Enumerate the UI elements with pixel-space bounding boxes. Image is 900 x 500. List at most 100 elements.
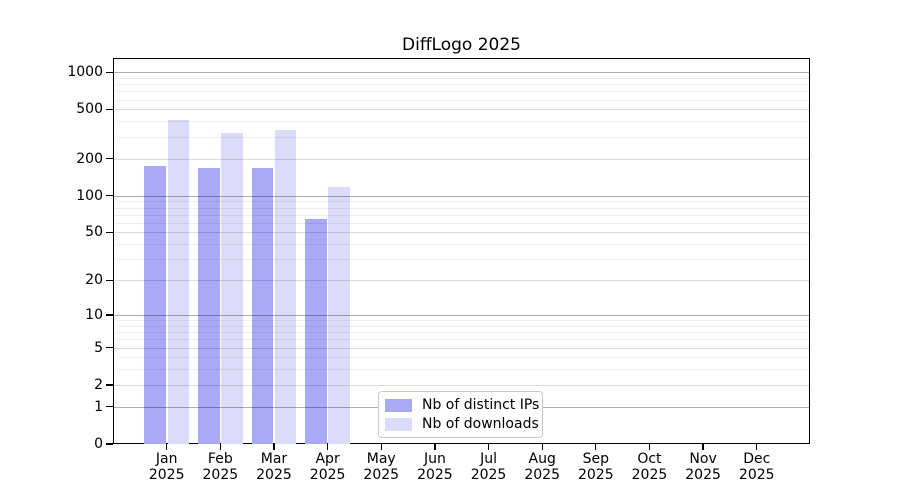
gridline-y-60 <box>113 222 810 224</box>
y-tick-label: 50 <box>85 224 103 241</box>
x-tick-mark <box>434 444 436 450</box>
x-tick-mark <box>273 444 275 450</box>
y-tick-mark <box>106 108 113 111</box>
bar-downloads <box>167 119 189 444</box>
x-tick-year: 2025 <box>631 467 668 483</box>
legend-item-distinct-ips: Nb of distinct IPs <box>385 397 540 413</box>
bar-distinct-ips <box>144 165 166 444</box>
x-tick-mark <box>487 444 490 450</box>
gridline-y-200 <box>113 158 810 160</box>
x-tick-year: 2025 <box>685 467 721 483</box>
x-tick-year: 2025 <box>202 467 239 483</box>
x-tick-label: Feb 2025 <box>190 451 250 483</box>
y-tick-mark <box>106 195 113 197</box>
bar-distinct-ips <box>305 218 327 444</box>
y-tick-label: 1000 <box>67 64 103 81</box>
gridline-y-800 <box>113 84 810 86</box>
gridline-y-40 <box>113 244 810 246</box>
x-tick-label: May 2025 <box>351 451 411 483</box>
legend: Nb of distinct IPs Nb of downloads <box>378 391 543 438</box>
y-tick-mark <box>106 384 113 386</box>
x-tick-mark <box>702 444 704 450</box>
gridline-y-2 <box>113 384 810 386</box>
gridline-y-400 <box>113 121 810 123</box>
x-tick-label: Aug 2025 <box>512 451 572 483</box>
gridline-y-7 <box>113 332 810 334</box>
y-tick-label: 500 <box>76 101 103 118</box>
x-tick-mark <box>595 444 597 450</box>
x-tick-mark <box>756 444 758 450</box>
legend-item-downloads: Nb of downloads <box>385 416 539 432</box>
gridline-y-80 <box>113 207 810 209</box>
x-tick-year: 2025 <box>417 467 453 483</box>
gridline-y-900 <box>113 77 810 79</box>
plot-area <box>113 58 810 444</box>
y-tick-label: 0 <box>94 436 103 452</box>
gridline-y-50 <box>113 232 810 234</box>
x-tick-label: Nov 2025 <box>673 451 733 483</box>
x-tick-label: Dec 2025 <box>727 451 787 483</box>
legend-label-downloads: Nb of downloads <box>422 416 539 432</box>
x-tick-month: Aug <box>528 451 556 467</box>
gridline-y-300 <box>113 136 810 138</box>
x-tick-month: Jul <box>480 451 497 467</box>
x-tick-month: Feb <box>207 451 233 467</box>
bar-downloads <box>328 186 350 444</box>
x-tick-year: 2025 <box>256 467 292 483</box>
x-tick-mark <box>541 444 543 450</box>
legend-swatch-downloads <box>385 417 412 431</box>
x-tick-label: Mar 2025 <box>244 451 304 483</box>
gridline-y-600 <box>113 99 810 101</box>
y-tick-mark <box>106 406 113 408</box>
bar-distinct-ips <box>198 167 220 444</box>
x-tick-year: 2025 <box>524 467 560 483</box>
y-tick-label: 20 <box>85 272 103 289</box>
x-tick-month: Nov <box>689 451 717 467</box>
gridline-y-10 <box>113 314 810 316</box>
bar-downloads <box>221 132 243 444</box>
x-tick-year: 2025 <box>738 467 775 483</box>
y-tick-mark <box>106 279 113 281</box>
gridline-y-4 <box>113 357 810 359</box>
y-tick-label: 10 <box>85 306 103 323</box>
gridline-y-30 <box>113 259 810 261</box>
y-tick-label: 5 <box>94 339 103 356</box>
x-tick-label: Sep 2025 <box>566 451 626 483</box>
x-tick-month: Mar <box>260 451 288 467</box>
gridline-y-8 <box>113 325 810 327</box>
chart-title: DiffLogo 2025 <box>402 35 521 55</box>
x-tick-mark <box>648 444 651 450</box>
x-tick-year: 2025 <box>363 467 400 483</box>
gridline-y-500 <box>113 109 810 111</box>
gridline-y-700 <box>113 91 810 93</box>
x-tick-month: Jan <box>155 451 178 467</box>
x-tick-mark <box>380 444 382 450</box>
bar-distinct-ips <box>251 167 274 444</box>
gridline-y-6 <box>113 339 810 341</box>
y-tick-label: 100 <box>76 187 103 204</box>
x-tick-month: Apr <box>315 451 340 467</box>
gridline-y-90 <box>113 201 810 203</box>
y-tick-label: 1 <box>94 398 103 415</box>
x-tick-year: 2025 <box>309 467 346 483</box>
x-tick-label: Jul 2025 <box>459 451 519 483</box>
x-tick-year: 2025 <box>148 467 185 483</box>
x-tick-mark <box>219 444 221 450</box>
gridline-y-3 <box>113 369 810 371</box>
x-tick-label: Oct 2025 <box>619 451 679 483</box>
x-tick-year: 2025 <box>470 467 507 483</box>
gridline-y-5 <box>113 347 810 349</box>
x-tick-month: Dec <box>743 451 771 467</box>
gridline-y-1000 <box>113 72 810 74</box>
y-tick-mark <box>106 443 113 445</box>
x-tick-month: May <box>366 451 396 467</box>
x-tick-label: Jan 2025 <box>137 451 197 483</box>
x-tick-month: Sep <box>582 451 609 467</box>
x-tick-label: Apr 2025 <box>298 451 358 483</box>
gridline-y-9 <box>113 320 810 322</box>
y-tick-mark <box>106 231 113 234</box>
legend-label-distinct-ips: Nb of distinct IPs <box>422 397 540 413</box>
gridline-y-100 <box>113 195 810 197</box>
y-tick-mark <box>106 157 113 160</box>
